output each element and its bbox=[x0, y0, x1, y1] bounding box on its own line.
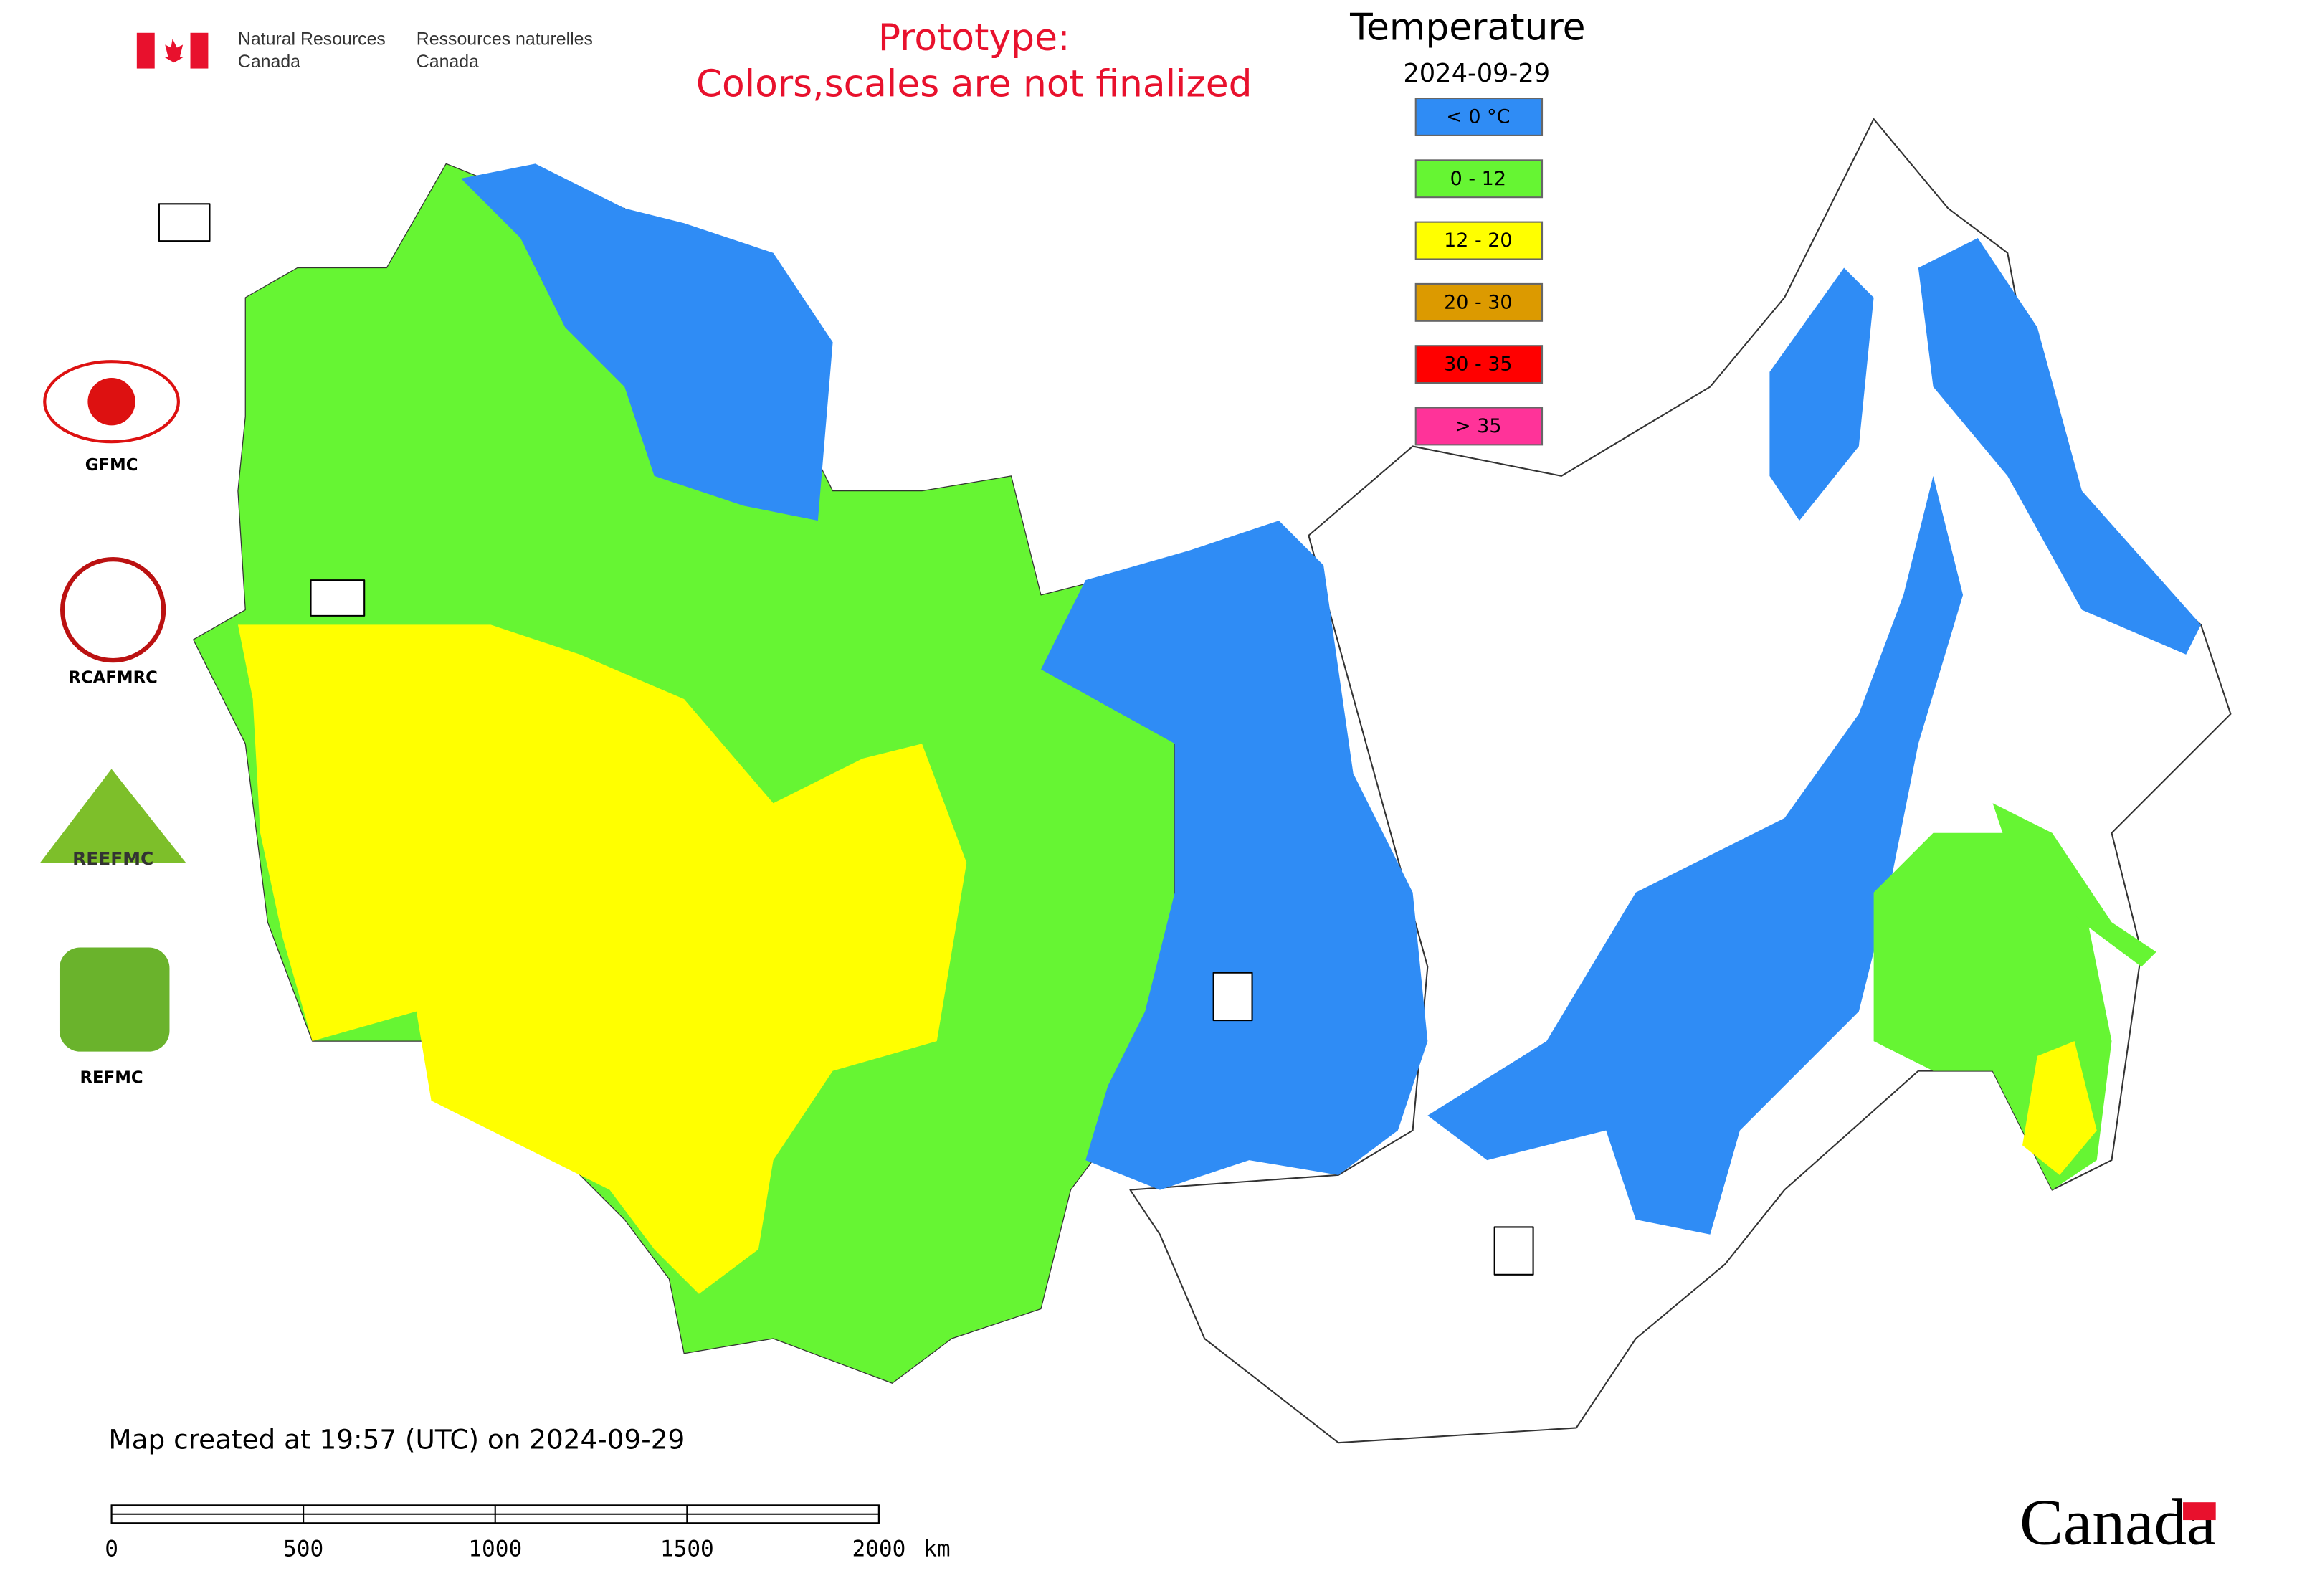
region-yellow bbox=[237, 624, 967, 1294]
logo-label: REEFMC bbox=[72, 848, 153, 869]
legend: < 0 °C 0 - 12 12 - 20 20 - 30 30 - 35 > 35 bbox=[1414, 98, 1544, 446]
scale-unit: km bbox=[923, 1536, 950, 1562]
legend-label: 30 - 35 bbox=[1444, 353, 1512, 376]
agency-en: Natural Resources bbox=[238, 29, 386, 49]
legend-label: < 0 °C bbox=[1446, 106, 1510, 128]
region-yellow bbox=[2022, 1041, 2097, 1175]
created-note: Map created at 19:57 (UTC) on 2024-09-29 bbox=[108, 1424, 685, 1455]
legend-date: 2024-09-29 bbox=[1403, 59, 1550, 88]
agency-fr: Ressources naturelles bbox=[417, 29, 593, 49]
station-marker bbox=[310, 579, 366, 617]
region-green bbox=[1992, 803, 2156, 967]
scale-label: 500 bbox=[283, 1536, 323, 1562]
legend-title: Temperature bbox=[1349, 6, 1585, 49]
logo-label: GFMC bbox=[85, 456, 138, 475]
station-marker bbox=[1493, 1226, 1534, 1276]
legend-swatch bbox=[1414, 282, 1544, 322]
legend-swatch bbox=[1414, 159, 1544, 199]
logo-label: RCAFMRC bbox=[68, 669, 157, 688]
legend-label: > 35 bbox=[1455, 415, 1501, 437]
legend-label: 12 - 20 bbox=[1444, 229, 1512, 252]
legend-label: 0 - 12 bbox=[1450, 168, 1506, 190]
station-marker bbox=[158, 203, 211, 242]
region-blue bbox=[1041, 521, 1428, 1190]
logo-label: REFMC bbox=[80, 1069, 143, 1088]
region-blue bbox=[1918, 238, 2201, 655]
legend-swatch bbox=[1414, 221, 1544, 260]
agency-fr: Canada bbox=[417, 52, 479, 72]
map bbox=[158, 118, 2232, 1444]
agency-en: Canada bbox=[238, 52, 300, 72]
notice: Colors,scales are not finalized bbox=[696, 62, 1252, 105]
scale-label: 1500 bbox=[660, 1536, 714, 1562]
scale-label: 2000 bbox=[852, 1536, 905, 1562]
region-blue bbox=[1769, 267, 1874, 521]
scale-bar: 0 500 1000 1500 2000 km bbox=[105, 1504, 951, 1562]
logos bbox=[40, 360, 186, 1052]
notice: Prototype: bbox=[878, 16, 1070, 60]
legend-label: 20 - 30 bbox=[1444, 291, 1512, 313]
legend-swatch bbox=[1414, 407, 1544, 446]
legend-swatch bbox=[1414, 345, 1544, 384]
wordmark-flag bbox=[2183, 1502, 2216, 1521]
station-marker bbox=[1212, 972, 1253, 1022]
scale-label: 0 bbox=[105, 1536, 118, 1562]
region-blue bbox=[461, 163, 833, 521]
canada-flag bbox=[136, 32, 209, 69]
region-blue bbox=[1427, 475, 1964, 1235]
wordmark: Canada bbox=[2020, 1486, 2216, 1558]
scale-label: 1000 bbox=[468, 1536, 522, 1562]
legend-swatch bbox=[1414, 98, 1544, 136]
